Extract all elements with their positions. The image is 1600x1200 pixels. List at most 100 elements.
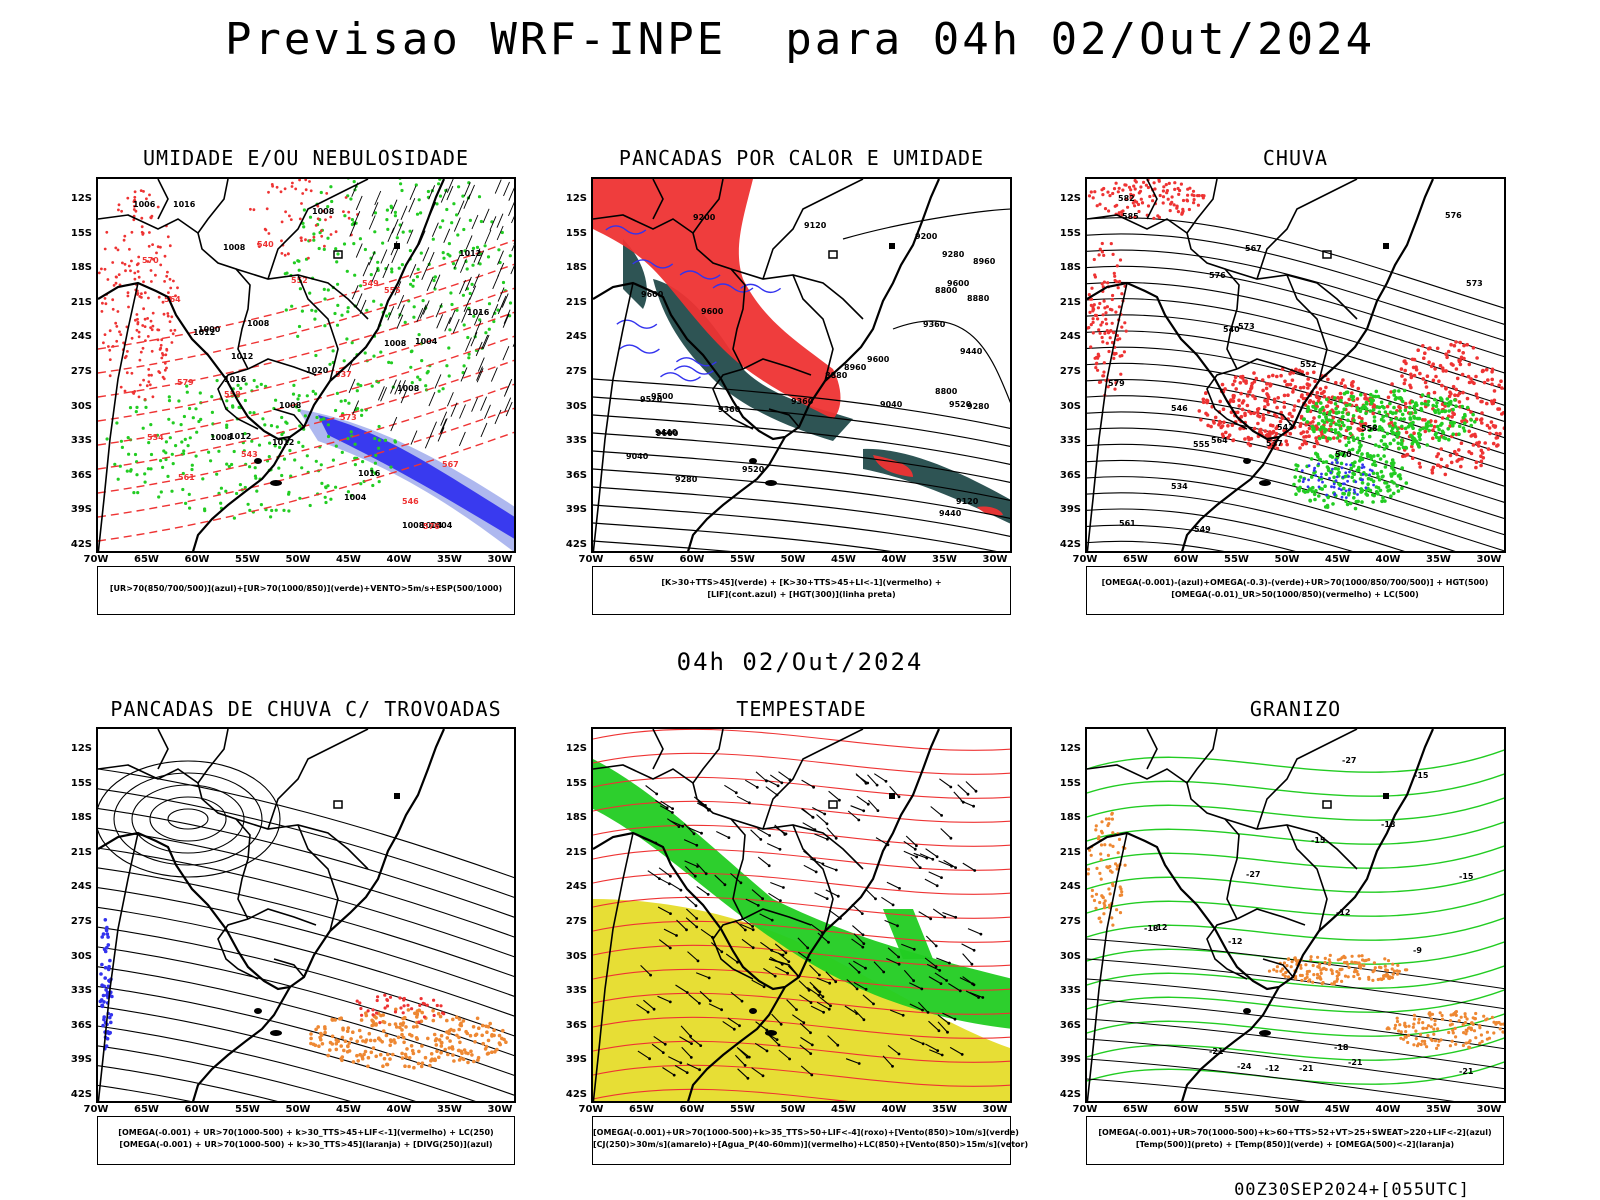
contour-label: 579 [1108,379,1125,388]
lat-label: 24S [1059,331,1081,343]
lon-label: 35W [932,1104,957,1115]
lat-label: 30S [1059,950,1081,962]
contour-label: 585 [1122,212,1139,221]
legend-granizo: [OMEGA(-0.001)+UR>70(1000-500)+k>60+TTS>… [1086,1116,1504,1165]
lat-label: 42S [1059,1089,1081,1100]
lon-label: 55W [1224,1104,1249,1115]
contour-label: 546 [402,497,419,506]
lon-label: 40W [881,554,907,565]
contour-label: 1016 [467,308,490,317]
lon-label: 45W [1325,554,1350,565]
contour-label: 8880 [967,294,990,303]
contour-label: 573 [1466,279,1483,288]
map-outline [98,179,446,551]
lon-label: 70W [83,554,109,565]
contour-label: 8880 [825,371,848,380]
lat-label: 42S [70,539,92,550]
lon-label: 65W [134,1104,159,1115]
legend-line: [OMEGA(-0.001)+UR>70(1000-500)+k>35_TTS>… [593,1128,1019,1137]
omega-orange [1087,811,1127,927]
map-outline [593,179,941,551]
map-outline [593,729,941,1101]
legend-line: [Temp(500)](preto) + [Temp(850)](verde) … [1135,1140,1455,1149]
contour-label: 1004 [415,337,438,346]
contour-label: 1012 [272,438,294,447]
lat-label: 33S [1059,985,1081,997]
contour-label: 573 [1238,322,1255,331]
run-timestamp: 00Z30SEP2024+[055UTC] [1234,1180,1470,1200]
contour-label: 1008 [247,319,270,328]
contour-label: -21 [1299,1064,1314,1073]
contour-label: 546 [1171,404,1188,413]
contour-label: 576 [1445,211,1462,220]
lon-label: 30W [487,1104,513,1115]
lat-label: 36S [70,469,92,481]
lon-label: 50W [1274,1104,1300,1115]
lon-label: 40W [881,1104,907,1115]
contour-label: 564 [1211,436,1228,445]
contour-label: 561 [1119,519,1136,528]
contour-label: 9120 [956,497,979,506]
contour-label: 9360 [923,320,946,329]
contour-label: 1004 [420,521,443,530]
humidity-green [105,378,397,520]
page-title: Previsao WRF-INPE para 04h 02/Out/2024 [224,14,1376,65]
lon-label: 40W [1375,1104,1401,1115]
lat-label: 12S [565,193,587,204]
contour-label: 9360 [718,405,741,414]
lon-label: 60W [1173,1104,1199,1115]
lat-label: 18S [1059,262,1081,274]
map-tempestade [591,727,1012,1103]
lat-label: 39S [565,504,587,516]
lon-label: 45W [831,1104,856,1115]
contour-label: -18 [1381,820,1396,829]
contour-label: 9600 [867,355,890,364]
lat-label: 27S [70,916,92,927]
contour-label: 570 [142,256,159,265]
lat-label: 36S [1059,469,1081,481]
lon-label: 70W [578,554,604,565]
legend-pancadas-trovoadas: [OMEGA(-0.001) + UR>70(1000-500) + k>30_… [97,1116,515,1165]
lat-label: 15S [70,777,92,789]
lat-label: 36S [70,1019,92,1031]
lon-label: 45W [831,554,856,565]
contour-label: 1000 [198,325,221,334]
contour-label: -24 [1237,1062,1252,1071]
contour-label: 1016 [358,469,381,478]
lat-label: 30S [1059,400,1081,412]
contour-label: 1004 [344,493,367,502]
contour-label: 1012 [193,328,215,337]
divg-blue [98,918,114,1051]
lat-label: 33S [565,985,587,997]
lon-label: 45W [1325,1104,1350,1115]
legend-line: [OMEGA(-0.001)-(azul)+OMEGA(-0.3)-(verde… [1101,578,1489,587]
contour-label: 582 [1118,194,1135,203]
contour-label: 564 [164,295,181,304]
lon-label: 35W [1426,554,1451,565]
omega-orange [1385,1010,1504,1050]
contour-label: -15 [1459,872,1474,881]
lon-label: 55W [730,1104,755,1115]
contour-label: -21 [1459,1067,1474,1076]
lat-label: 18S [1059,812,1081,824]
contour-label: 9200 [915,232,938,241]
lat-label: 21S [1059,846,1081,858]
lat-label: 42S [565,1089,587,1100]
contour-label: -15 [1414,771,1429,780]
contour-label: 9280 [675,475,698,484]
lat-label: 39S [1059,1054,1081,1066]
lat-label: 30S [565,400,587,412]
contour-label: 1008 [402,521,425,530]
lon-label: 70W [1072,1104,1098,1115]
li-red [593,179,1003,516]
lat-label: 15S [1059,227,1081,239]
contour-label: 1008 [397,384,420,393]
rain-green [1292,447,1409,511]
map-outline [1087,179,1435,551]
legend-line: [CJ(250)>30m/s](amarelo)+[Agua_P(40-60mm… [593,1140,1029,1149]
lon-label: 55W [1224,554,1249,565]
contour-label: 537 [335,370,352,379]
lat-label: 24S [70,881,92,893]
contour-label: 567 [1245,244,1262,253]
wind-vectors [347,179,514,449]
